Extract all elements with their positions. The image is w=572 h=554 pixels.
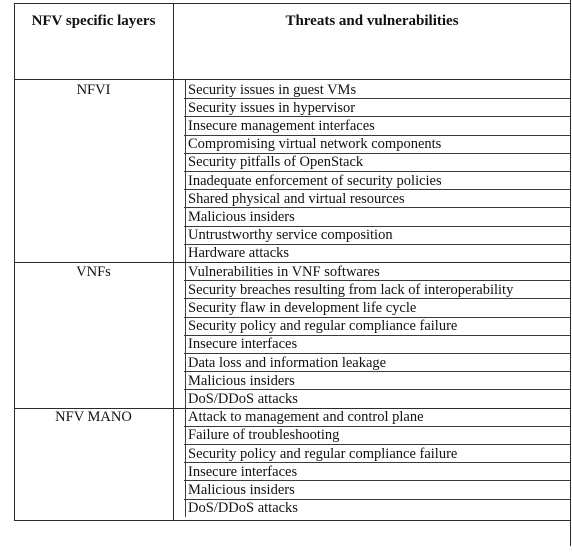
row-divider <box>184 134 570 136</box>
threat-row: DoS/DDoS attacks <box>188 390 298 407</box>
row-cell-border <box>185 280 186 299</box>
threat-row: Failure of troubleshooting <box>188 427 340 444</box>
threat-row: Malicious insiders <box>188 208 295 225</box>
row-cell-border <box>185 462 186 481</box>
row-cell-border <box>185 334 186 353</box>
row-cell-border <box>185 298 186 317</box>
row-cell-border <box>185 480 186 499</box>
row-cell-border <box>185 407 186 426</box>
layer-label: VNFs <box>76 263 111 280</box>
threat-row: Untrustworthy service composition <box>188 227 393 244</box>
threat-row: Insecure interfaces <box>188 463 298 480</box>
row-divider <box>184 116 570 118</box>
row-divider <box>184 98 570 100</box>
row-cell-border <box>185 389 186 408</box>
row-cell-border <box>185 225 186 244</box>
threat-row: Data loss and information leakage <box>188 354 387 371</box>
row-divider <box>184 316 570 318</box>
row-cell-border <box>185 98 186 117</box>
row-divider <box>184 207 570 209</box>
threat-row: Inadequate enforcement of security polic… <box>188 172 442 189</box>
row-cell-border <box>185 80 186 99</box>
threat-row: Malicious insiders <box>188 372 295 389</box>
table-right-border <box>570 0 571 546</box>
row-cell-border <box>185 152 186 171</box>
row-divider <box>184 152 570 154</box>
row-divider <box>184 480 570 482</box>
row-divider <box>184 298 570 300</box>
row-cell-border <box>185 243 186 262</box>
threat-row: Security issues in hypervisor <box>188 99 356 116</box>
header-threats: Threats and vulnerabilities <box>285 13 459 29</box>
row-cell-border <box>185 353 186 372</box>
header-layers: NFV specific layers <box>31 13 156 29</box>
row-divider <box>184 189 570 191</box>
row-divider <box>184 353 570 354</box>
threat-row: Security pitfalls of OpenStack <box>188 154 364 171</box>
threat-row: Security flaw in development life cycle <box>188 299 417 316</box>
row-divider <box>184 444 570 445</box>
row-cell-border <box>185 444 186 463</box>
header-divider <box>14 79 571 80</box>
threat-row: Security policy and regular compliance f… <box>188 445 458 462</box>
row-cell-border <box>185 498 186 517</box>
row-divider <box>184 243 570 245</box>
threat-row: Attack to management and control plane <box>188 409 424 426</box>
row-divider <box>184 389 570 391</box>
group-divider <box>14 262 571 263</box>
threat-row: Shared physical and virtual resources <box>188 190 405 207</box>
row-cell-border <box>185 371 186 390</box>
row-cell-border <box>185 134 186 153</box>
row-divider <box>184 334 570 336</box>
row-divider <box>184 462 570 464</box>
row-divider <box>184 280 570 282</box>
row-cell-border <box>185 116 186 135</box>
threat-row: Hardware attacks <box>188 245 290 262</box>
threat-row: Security policy and regular compliance f… <box>188 318 458 335</box>
row-cell-border <box>185 425 186 444</box>
layer-label: NFVI <box>76 81 111 98</box>
threat-row: Insecure interfaces <box>188 336 298 353</box>
threat-row: Vulnerabilities in VNF softwares <box>188 263 380 280</box>
threat-row: Security breaches resulting from lack of… <box>188 281 514 298</box>
row-cell-border <box>185 189 186 208</box>
row-divider <box>184 225 570 227</box>
row-divider <box>184 171 570 172</box>
threat-row: Security issues in guest VMs <box>188 81 357 98</box>
row-divider <box>184 425 570 427</box>
row-cell-border <box>185 207 186 226</box>
row-divider <box>184 498 570 500</box>
threat-row: Compromising virtual network components <box>188 136 442 153</box>
threat-row: DoS/DDoS attacks <box>188 500 298 517</box>
threat-row: Malicious insiders <box>188 481 295 498</box>
row-divider <box>184 371 570 373</box>
row-cell-border <box>185 262 186 281</box>
layer-label: NFV MANO <box>55 409 132 426</box>
row-cell-border <box>185 171 186 190</box>
row-cell-border <box>185 316 186 335</box>
threat-row: Insecure management interfaces <box>188 117 375 134</box>
group-divider <box>14 407 571 409</box>
